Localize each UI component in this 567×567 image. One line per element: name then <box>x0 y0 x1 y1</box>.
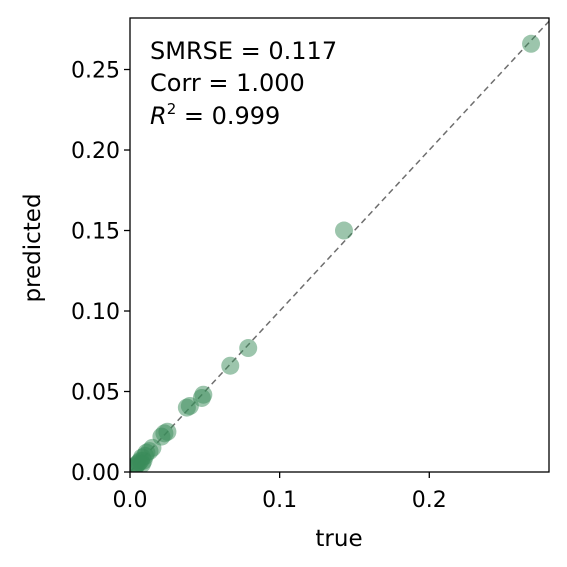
y-tick-label: 0.15 <box>71 220 120 245</box>
corr-annotation: Corr = 1.000 <box>150 69 305 97</box>
axes-layer: 0.0 0.1 0.2 0.00 0.05 0.10 0.15 0.20 0.25 <box>71 17 550 513</box>
data-point <box>134 451 153 470</box>
r2-annotation: R2 = 0.999 <box>150 100 280 130</box>
data-point <box>221 356 240 375</box>
data-point <box>239 339 258 358</box>
data-point <box>177 398 196 417</box>
x-tick-label: 0.1 <box>262 488 297 513</box>
y-tick-label: 0.00 <box>71 461 120 486</box>
annotations: SMRSE = 0.117 Corr = 1.000 R2 = 0.999 <box>150 37 337 130</box>
y-tick-label: 0.25 <box>71 59 120 84</box>
data-point <box>334 221 353 240</box>
y-tick-label: 0.20 <box>71 139 120 164</box>
data-point <box>522 34 541 53</box>
axes-frame <box>129 17 550 473</box>
smrse-annotation: SMRSE = 0.117 <box>150 37 337 65</box>
y-tick-label: 0.10 <box>71 300 120 325</box>
x-tick-label: 0.0 <box>113 488 148 513</box>
points-layer <box>130 34 541 472</box>
x-tick-label: 0.2 <box>412 488 447 513</box>
r2-exponent: 2 <box>167 100 177 118</box>
y-tick-label: 0.05 <box>71 381 120 406</box>
x-axis-label: true <box>315 526 362 552</box>
y-axis-label: predicted <box>20 193 46 302</box>
r2-value: = 0.999 <box>176 102 280 130</box>
r2-symbol: R <box>150 102 167 130</box>
